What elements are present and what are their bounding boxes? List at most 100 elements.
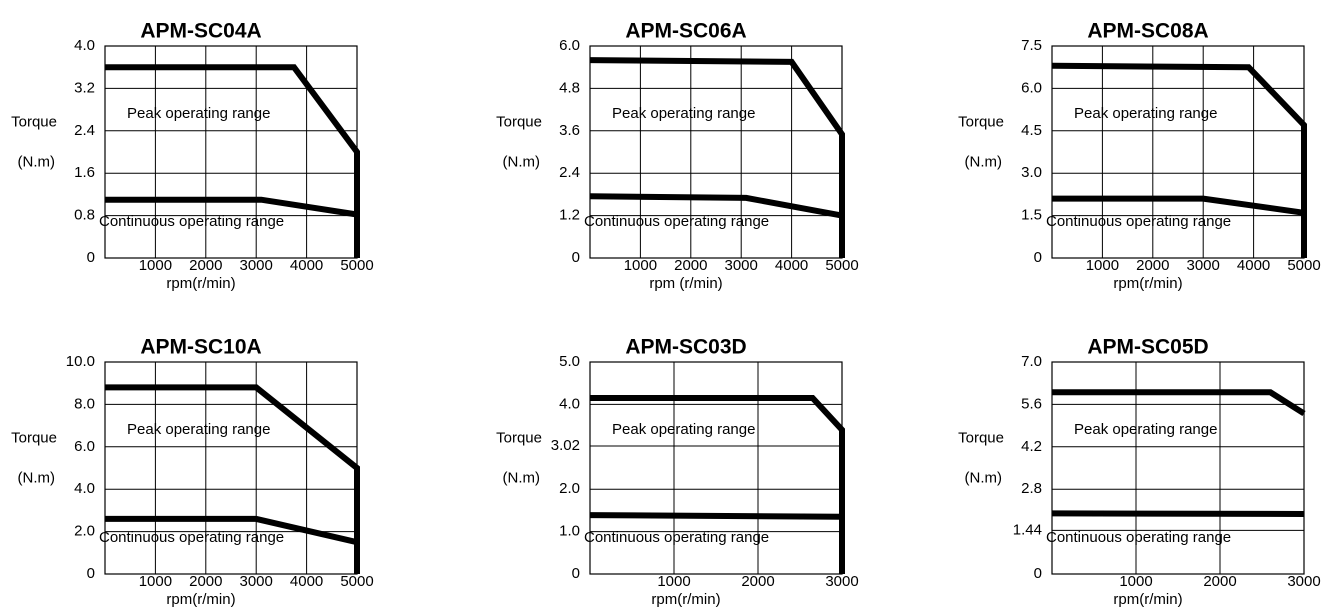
x-tick-label: 3000 [725, 257, 758, 274]
region-label: Peak operating range [1074, 421, 1217, 438]
region-label: Peak operating range [127, 105, 270, 122]
y-axis-label: Torque [958, 429, 1004, 446]
torque-curve [105, 64, 360, 258]
chart-title: APM-SC03D [625, 336, 746, 359]
y-tick-label: 0 [87, 565, 95, 582]
torque-curve [1052, 389, 1306, 417]
y-tick-label: 6.0 [74, 438, 95, 455]
y-axis-unit: (N.m) [18, 470, 56, 487]
y-tick-label: 4.2 [1021, 438, 1042, 455]
x-tick-label: 3000 [1287, 573, 1320, 590]
y-axis-unit: (N.m) [965, 470, 1003, 487]
torque-chart: APM-SC04A 0 0.8 1.6 2.4 3.2 4.0 1000 2000 3000 400… [11, 20, 374, 292]
y-tick-label: 4.0 [74, 480, 95, 497]
x-tick-label: 5000 [825, 257, 858, 274]
y-axis-unit: (N.m) [503, 470, 541, 487]
x-tick-label: 5000 [340, 257, 373, 274]
y-tick-label: 2.4 [559, 164, 580, 181]
torque-chart: APM-SC08A 0 1.5 3.0 4.5 6.0 7.5 1000 2000 3000 400… [958, 20, 1321, 292]
y-axis-label: Torque [11, 113, 57, 130]
region-label: Peak operating range [1074, 105, 1217, 122]
x-tick-label: 1000 [1086, 257, 1119, 274]
x-tick-label: 2000 [189, 573, 222, 590]
chart-title: APM-SC10A [140, 336, 261, 359]
y-axis-label: Torque [496, 429, 542, 446]
region-label: Continuous operating range [584, 213, 769, 230]
x-tick-label: 2000 [189, 257, 222, 274]
x-tick-label: 3000 [240, 257, 273, 274]
x-tick-label: 5000 [1287, 257, 1320, 274]
x-axis-label: rpm(r/min) [651, 591, 720, 608]
y-tick-label: 8.0 [74, 395, 95, 412]
x-tick-label: 1000 [1119, 573, 1152, 590]
torque-chart: APM-SC10A 0 2.0 4.0 6.0 8.0 10.0 1000 2000 3000 40… [11, 336, 374, 608]
x-tick-label: 1000 [139, 573, 172, 590]
y-tick-label: 7.0 [1021, 353, 1042, 370]
torque-curve [1051, 510, 1305, 517]
x-tick-label: 2000 [674, 257, 707, 274]
x-tick-label: 1000 [139, 257, 172, 274]
x-tick-label: 3000 [240, 573, 273, 590]
region-label: Peak operating range [612, 105, 755, 122]
y-tick-label: 1.44 [1013, 521, 1042, 538]
y-axis-unit: (N.m) [503, 154, 541, 171]
torque-curve [589, 512, 843, 520]
region-label: Peak operating range [612, 421, 755, 438]
y-tick-label: 2.0 [559, 480, 580, 497]
y-tick-label: 5.0 [559, 353, 580, 370]
x-tick-label: 1000 [657, 573, 690, 590]
x-axis-label: rpm(r/min) [166, 591, 235, 608]
torque-chart: APM-SC06A 0 1.2 2.4 3.6 4.8 6.0 1000 2000 3000 400… [496, 20, 859, 292]
y-tick-label: 2.0 [74, 523, 95, 540]
chart-title: APM-SC04A [140, 20, 261, 43]
y-tick-label: 3.2 [74, 79, 95, 96]
y-tick-label: 4.0 [559, 395, 580, 412]
region-label: Peak operating range [127, 421, 270, 438]
region-label: Continuous operating range [1046, 213, 1231, 230]
chart-title: APM-SC05D [1087, 336, 1208, 359]
y-tick-label: 2.4 [74, 122, 95, 139]
torque-curve [105, 515, 358, 546]
torque-curve [589, 57, 845, 258]
torque-curve [589, 193, 843, 219]
y-axis-unit: (N.m) [965, 154, 1003, 171]
x-axis-label: rpm(r/min) [166, 275, 235, 292]
x-axis-label: rpm(r/min) [1113, 591, 1182, 608]
y-tick-label: 0 [1034, 249, 1042, 266]
x-tick-label: 5000 [340, 573, 373, 590]
y-tick-label: 1.2 [559, 207, 580, 224]
y-tick-label: 1.5 [1021, 207, 1042, 224]
torque-chart: APM-SC03D 0 1.0 2.0 3.02 4.0 5.0 1000 2000 3000 To… [496, 336, 859, 608]
y-axis-label: Torque [11, 429, 57, 446]
torque-curve [1052, 195, 1305, 216]
y-tick-label: 0.8 [74, 207, 95, 224]
y-tick-label: 3.6 [559, 122, 580, 139]
y-axis-unit: (N.m) [18, 154, 56, 171]
torque-curve [590, 395, 845, 574]
torque-curve [105, 196, 358, 218]
x-tick-label: 4000 [1237, 257, 1270, 274]
y-tick-label: 4.5 [1021, 122, 1042, 139]
torque-chart: APM-SC05D 0 1.44 2.8 4.2 5.6 7.0 1000 2000 3000 To… [958, 336, 1321, 608]
x-tick-label: 2000 [1203, 573, 1236, 590]
y-tick-label: 7.5 [1021, 37, 1042, 54]
y-tick-label: 6.0 [1021, 79, 1042, 96]
region-label: Continuous operating range [584, 529, 769, 546]
x-tick-label: 3000 [825, 573, 858, 590]
region-label: Continuous operating range [99, 213, 284, 230]
y-tick-label: 0 [87, 249, 95, 266]
torque-curve [105, 384, 360, 574]
chart-title: APM-SC06A [625, 20, 746, 43]
x-tick-label: 2000 [741, 573, 774, 590]
y-axis-label: Torque [496, 113, 542, 130]
y-tick-label: 3.0 [1021, 164, 1042, 181]
y-tick-label: 0 [1034, 565, 1042, 582]
y-tick-label: 4.8 [559, 79, 580, 96]
y-tick-label: 6.0 [559, 37, 580, 54]
y-tick-label: 4.0 [74, 37, 95, 54]
y-axis-label: Torque [958, 113, 1004, 130]
y-tick-label: 0 [572, 249, 580, 266]
y-tick-label: 3.02 [551, 437, 580, 454]
x-tick-label: 3000 [1187, 257, 1220, 274]
region-label: Continuous operating range [99, 529, 284, 546]
